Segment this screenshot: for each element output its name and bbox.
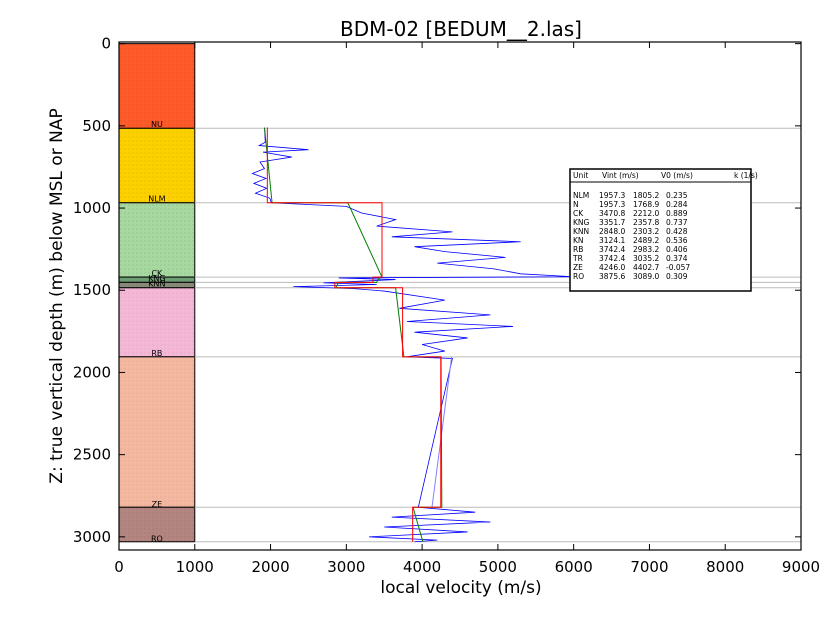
table-cell-0-0: NLM: [573, 191, 589, 200]
log-trace-line: [251, 127, 574, 543]
y-tick-label-0: 0: [101, 35, 111, 53]
table-cell-8-1: 4246.0: [599, 263, 625, 272]
table-cell-2-1: 3470.8: [599, 209, 625, 218]
y-axis-ticks: 0 500 1000 1500 2000 2500 3000: [73, 35, 801, 546]
x-tick-label-9000: 9000: [782, 558, 820, 576]
table-cell-6-0: RB: [573, 245, 583, 254]
layer-texture-ro: [119, 507, 195, 542]
table-cell-1-1: 1957.3: [599, 200, 625, 209]
layer-label-rb: RB: [151, 349, 162, 358]
table-cell-7-2: 3035.2: [633, 254, 659, 263]
x-tick-label-3000: 3000: [327, 558, 365, 576]
x-tick-label-2000: 2000: [251, 558, 289, 576]
layer-texture-kng: [119, 277, 195, 283]
linear-model-line: [263, 127, 443, 542]
x-tick-label-5000: 5000: [479, 558, 517, 576]
table-header-2: V0 (m/s): [661, 171, 693, 180]
table-cell-9-3: 0.309: [666, 272, 688, 281]
interval-velocity-line: [266, 127, 442, 542]
table-cell-5-1: 3124.1: [599, 236, 625, 245]
y-axis-label: Z: true vertical depth (m) below MSL or …: [47, 108, 67, 483]
table-cell-4-2: 2303.2: [633, 227, 659, 236]
table-cell-9-1: 3875.6: [599, 272, 625, 281]
table-cell-2-3: 0.889: [666, 209, 688, 218]
layer-label-nlm: NLM: [148, 195, 165, 204]
table-cell-3-1: 3351.7: [599, 218, 625, 227]
velocity-table: Unit Vint (m/s) V0 (m/s) k (1/s) NLM 1957.3 18…: [569, 168, 758, 292]
layer-texture-ze: [119, 356, 195, 508]
table-cell-6-3: 0.406: [666, 245, 688, 254]
layer-texture-ck: [119, 202, 195, 278]
plot-frame: [118, 41, 802, 551]
table-cell-3-2: 2357.8: [633, 218, 659, 227]
table-cell-7-0: TR: [572, 254, 583, 263]
x-tick-label-4000: 4000: [403, 558, 441, 576]
x-tick-label-0: 0: [114, 558, 124, 576]
x-axis-label: local velocity (m/s): [380, 578, 541, 598]
table-cell-5-2: 2489.2: [633, 236, 659, 245]
table-cell-6-2: 2983.2: [633, 245, 659, 254]
table-cell-1-2: 1768.9: [633, 200, 659, 209]
layer-label-ro: RO: [151, 534, 163, 543]
y-tick-label-500: 500: [82, 117, 111, 135]
table-cell-5-0: KN: [573, 236, 584, 245]
x-tick-label-7000: 7000: [630, 558, 668, 576]
chart-title: BDM-02 [BEDUM__2.las]: [340, 17, 582, 41]
table-cell-0-3: 0.235: [666, 191, 688, 200]
layer-label-kng: KNG: [148, 274, 165, 283]
table-cell-9-0: RO: [573, 272, 584, 281]
table-cell-1-0: N: [573, 200, 579, 209]
table-cell-8-0: ZE: [573, 263, 583, 272]
layer-label-knn: KNN: [148, 280, 165, 289]
x-tick-label-8000: 8000: [706, 558, 744, 576]
x-tick-label-6000: 6000: [555, 558, 593, 576]
layer-texture-knn: [119, 282, 195, 288]
table-box: [569, 168, 752, 292]
layer-label-nu: NU: [151, 120, 163, 129]
table-cell-2-0: CK: [573, 209, 584, 218]
x-tick-label-1000: 1000: [176, 558, 214, 576]
layer-texture-rb: [119, 287, 195, 357]
table-cell-1-3: 0.284: [666, 200, 688, 209]
table-cell-8-2: 4402.7: [633, 263, 659, 272]
table-cell-0-1: 1957.3: [599, 191, 625, 200]
table-cell-9-2: 3089.0: [633, 272, 659, 281]
table-cell-3-0: KNG: [573, 218, 590, 227]
table-header-3: k (1/s): [734, 171, 758, 180]
x-axis-ticks: 0 1000 2000 3000 4000 5000 6000 7000 8000 9000: [114, 42, 820, 576]
table-cell-5-3: 0.536: [666, 236, 688, 245]
table-cell-7-3: 0.374: [666, 254, 688, 263]
y-tick-label-3000: 3000: [73, 528, 111, 546]
table-cell-4-1: 2848.0: [599, 227, 625, 236]
table-cell-4-0: KNN: [573, 227, 589, 236]
layer-texture-nu: [119, 43, 195, 129]
layer-texture-nlm: [119, 128, 195, 203]
y-tick-label-1500: 1500: [73, 281, 111, 299]
table-header-1: Vint (m/s): [602, 171, 639, 180]
table-cell-6-1: 3742.4: [599, 245, 625, 254]
table-cell-4-3: 0.428: [666, 227, 688, 236]
y-tick-label-2500: 2500: [73, 446, 111, 464]
y-tick-label-2000: 2000: [73, 363, 111, 381]
table-cell-8-3: -0.057: [666, 263, 690, 272]
table-cell-3-3: 0.737: [666, 218, 688, 227]
layer-label-ck: CK: [151, 269, 163, 278]
layer-label-ze: ZE: [152, 500, 163, 509]
table-cell-7-1: 3742.4: [599, 254, 625, 263]
velocity-series: [251, 127, 574, 543]
table-header-0: Unit: [573, 171, 588, 180]
table-cell-2-2: 2212.0: [633, 209, 659, 218]
y-tick-label-1000: 1000: [73, 199, 111, 217]
table-cell-0-2: 1805.2: [633, 191, 659, 200]
